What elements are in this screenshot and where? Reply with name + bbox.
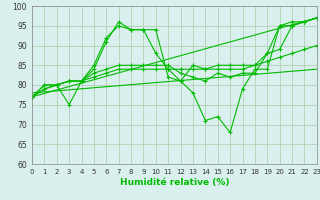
X-axis label: Humidité relative (%): Humidité relative (%) — [120, 178, 229, 187]
